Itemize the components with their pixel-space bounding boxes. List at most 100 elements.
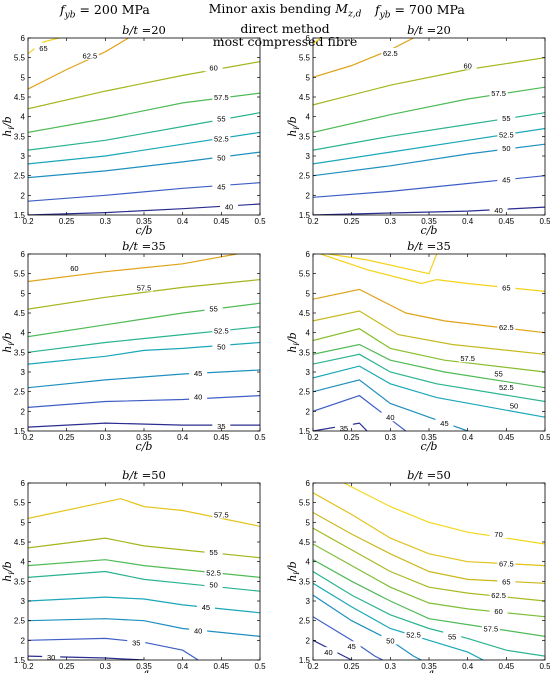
contour-label: 52.5: [214, 134, 229, 143]
x-tick-label: 0.5: [254, 662, 266, 671]
y-tick-label: 1.5: [14, 427, 26, 436]
contour-label: 57.5: [484, 625, 499, 634]
contour-line-55: [313, 570, 545, 657]
x-axis-label: c/b: [421, 224, 438, 237]
y-tick-label: 2.5: [14, 388, 26, 397]
contour-label: 45: [217, 183, 225, 192]
contour-label: 50: [209, 580, 217, 589]
contour-line-40: [313, 394, 407, 431]
contour-line-unlabeled: [328, 254, 438, 275]
contour-label: 57.5: [214, 510, 229, 519]
contour-label: 55: [209, 304, 217, 313]
y-tick-label: 2: [21, 191, 26, 200]
y-tick-label: 4: [306, 113, 311, 122]
contour-label: 50: [510, 401, 518, 410]
y-tick-label: 2.5: [299, 617, 311, 626]
y-tick-label: 2: [306, 191, 311, 200]
contour-label: 45: [202, 603, 210, 612]
y-tick-label: 4.5: [14, 93, 26, 102]
x-tick-label: 0.3: [100, 433, 112, 442]
contour-line-65: [313, 511, 545, 584]
y-tick-label: 6: [21, 479, 26, 488]
contour-label: 60: [70, 264, 78, 273]
y-tick-label: 3.5: [14, 132, 26, 141]
contour-label: 35: [340, 424, 348, 433]
contour-line-62.5: [313, 38, 414, 78]
x-tick-label: 0.2: [22, 662, 34, 671]
contour-line-62.5: [28, 38, 129, 90]
y-tick-label: 3.5: [299, 577, 311, 586]
panel-title: b/t =20: [122, 23, 166, 37]
contour-line-55: [313, 343, 545, 389]
contour-label: 60: [463, 62, 471, 71]
y-tick-label: 1.5: [299, 656, 311, 665]
y-tick-label: 4: [21, 113, 26, 122]
x-axis-label: c/b: [421, 440, 438, 453]
y-tick-label: 1.5: [14, 656, 26, 665]
x-tick-label: 0.35: [136, 433, 152, 442]
contour-label: 40: [494, 206, 502, 215]
x-tick-label: 0.3: [385, 217, 397, 226]
contour-label: 35: [217, 422, 225, 431]
y-tick-label: 5.5: [14, 499, 26, 508]
contour-label: 50: [217, 342, 225, 351]
contour-label: 50: [502, 144, 510, 153]
y-tick-label: 3: [306, 368, 311, 377]
y-tick-label: 5.5: [299, 54, 311, 63]
x-axis-label: c/b: [136, 224, 153, 237]
contour-label: 57.5: [137, 283, 152, 292]
contour-label: 62.5: [383, 49, 398, 58]
x-tick-label: 0.45: [499, 433, 515, 442]
contour-label: 55: [494, 370, 502, 379]
contour-label: 55: [209, 548, 217, 557]
contour-label: 62.5: [83, 52, 98, 61]
contour-label: 60: [209, 64, 217, 73]
y-tick-label: 4: [306, 329, 311, 338]
panel-title: b/t =20: [407, 23, 451, 37]
y-tick-label: 4: [21, 329, 26, 338]
x-tick-label: 0.3: [385, 433, 397, 442]
y-tick-label: 2.5: [299, 172, 311, 181]
panel-title: b/t =35: [407, 239, 451, 253]
contour-label: 45: [502, 176, 510, 185]
contour-label: 55: [502, 114, 510, 123]
contour-label: 60: [494, 607, 502, 616]
contour-line-52.5: [313, 353, 545, 403]
contour-label: 62.5: [491, 591, 506, 600]
y-tick-label: 3: [21, 597, 26, 606]
y-tick-label: 5: [21, 518, 26, 527]
y-tick-label: 3: [306, 597, 311, 606]
contour-line-40: [313, 639, 352, 660]
contour-label: 45: [194, 369, 202, 378]
header-right: fyb = 700 MPa: [375, 2, 465, 21]
x-tick-label: 0.25: [59, 433, 75, 442]
y-tick-label: 4.5: [299, 93, 311, 102]
x-tick-label: 0.3: [100, 217, 112, 226]
y-tick-label: 3.5: [14, 348, 26, 357]
contour-label: 52.5: [499, 383, 514, 392]
x-tick-label: 0.5: [539, 433, 550, 442]
x-tick-label: 0.5: [254, 433, 266, 442]
y-tick-label: 3: [21, 152, 26, 161]
x-tick-label: 0.4: [462, 662, 474, 671]
y-tick-label: 3: [21, 368, 26, 377]
contour-line-35: [313, 422, 368, 431]
x-tick-label: 0.25: [59, 217, 75, 226]
y-tick-label: 1.5: [299, 427, 311, 436]
x-tick-label: 0.25: [344, 433, 360, 442]
contour-label: 57.5: [214, 93, 229, 102]
axes-frame: [312, 37, 546, 216]
contour-line-45: [28, 369, 260, 389]
y-axis-label: hi/b: [286, 561, 301, 581]
y-axis-label: hi/b: [1, 116, 16, 136]
y-tick-label: 3.5: [14, 577, 26, 586]
contour-line-57.5: [28, 279, 260, 310]
contour-label: 45: [347, 642, 355, 651]
y-tick-label: 5: [306, 518, 311, 527]
y-tick-label: 4: [306, 558, 311, 567]
y-tick-label: 2.5: [299, 388, 311, 397]
